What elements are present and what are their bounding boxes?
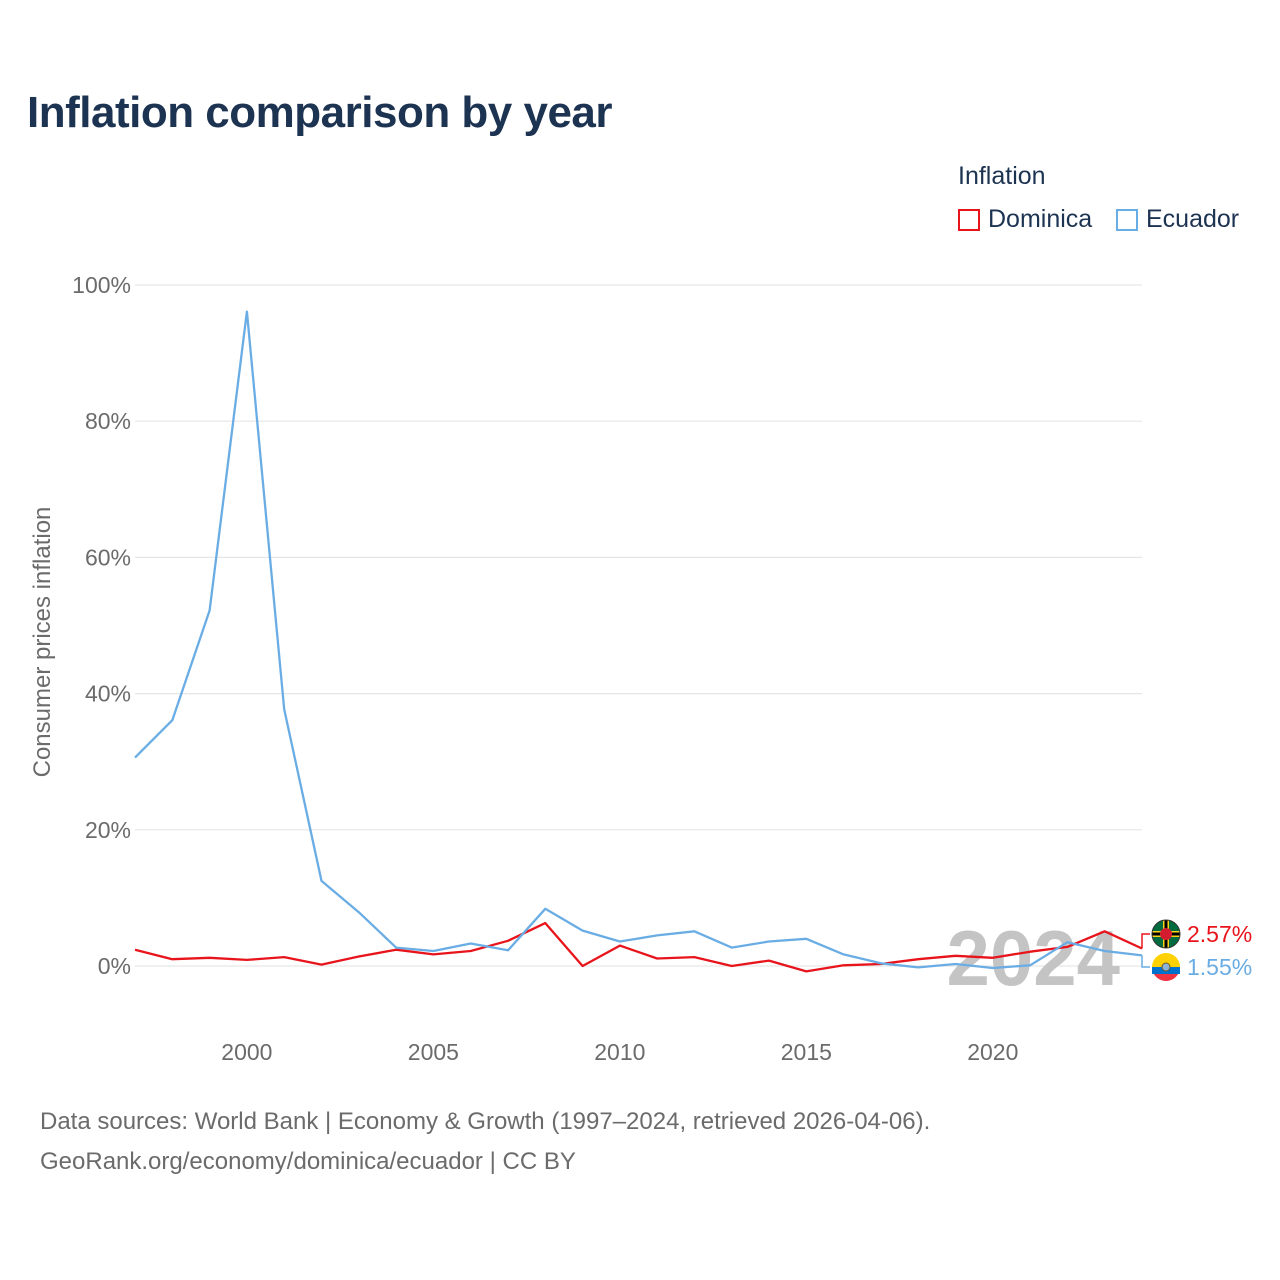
y-tick-label: 100%	[72, 272, 131, 298]
end-labels: 2.57% 1.55%	[1141, 919, 1252, 981]
x-tick-label: 2005	[408, 1039, 459, 1065]
end-label-connector	[1141, 933, 1150, 949]
x-tick-label: 2000	[221, 1039, 272, 1065]
legend-label-dominica: Dominica	[988, 205, 1093, 233]
end-label-dominica: 2.57%	[1187, 921, 1252, 947]
y-axis-ticks: 0% 20% 40% 60% 80% 100%	[72, 272, 131, 979]
legend-label-ecuador: Ecuador	[1146, 205, 1240, 233]
legend-item-ecuador[interactable]: Ecuador	[1116, 205, 1239, 234]
gridlines	[135, 284, 1142, 967]
x-tick-label: 2010	[594, 1039, 645, 1065]
end-label-connector	[1141, 955, 1150, 968]
y-tick-label: 80%	[85, 408, 131, 434]
series-line-dominica	[134, 921, 1143, 973]
x-tick-label: 2020	[967, 1039, 1018, 1065]
data-source-url: GeoRank.org/economy/dominica/ecuador | C…	[40, 1148, 576, 1175]
dominica-flag-icon	[1151, 919, 1181, 949]
series-lines	[134, 310, 1143, 973]
series-line-ecuador	[134, 310, 1143, 970]
legend-title: Inflation	[958, 162, 1046, 190]
ecuador-flag-icon	[1152, 953, 1180, 981]
y-tick-label: 40%	[85, 681, 131, 707]
x-tick-label: 2015	[781, 1039, 832, 1065]
data-source-line: Data sources: World Bank | Economy & Gro…	[40, 1108, 931, 1135]
legend-swatch-dominica	[958, 208, 980, 231]
y-axis-label: Consumer prices inflation	[29, 507, 56, 778]
y-tick-label: 20%	[85, 817, 131, 843]
x-axis-ticks: 2000 2005 2010 2015 2020	[221, 1039, 1018, 1065]
year-watermark: 2024	[946, 914, 1120, 1002]
y-tick-label: 60%	[85, 544, 131, 570]
legend-swatch-ecuador	[1116, 208, 1138, 231]
y-tick-label: 0%	[98, 953, 131, 979]
legend-item-dominica[interactable]: Dominica	[958, 205, 1092, 234]
chart-title: Inflation comparison by year	[27, 88, 613, 137]
end-label-ecuador: 1.55%	[1187, 954, 1252, 980]
